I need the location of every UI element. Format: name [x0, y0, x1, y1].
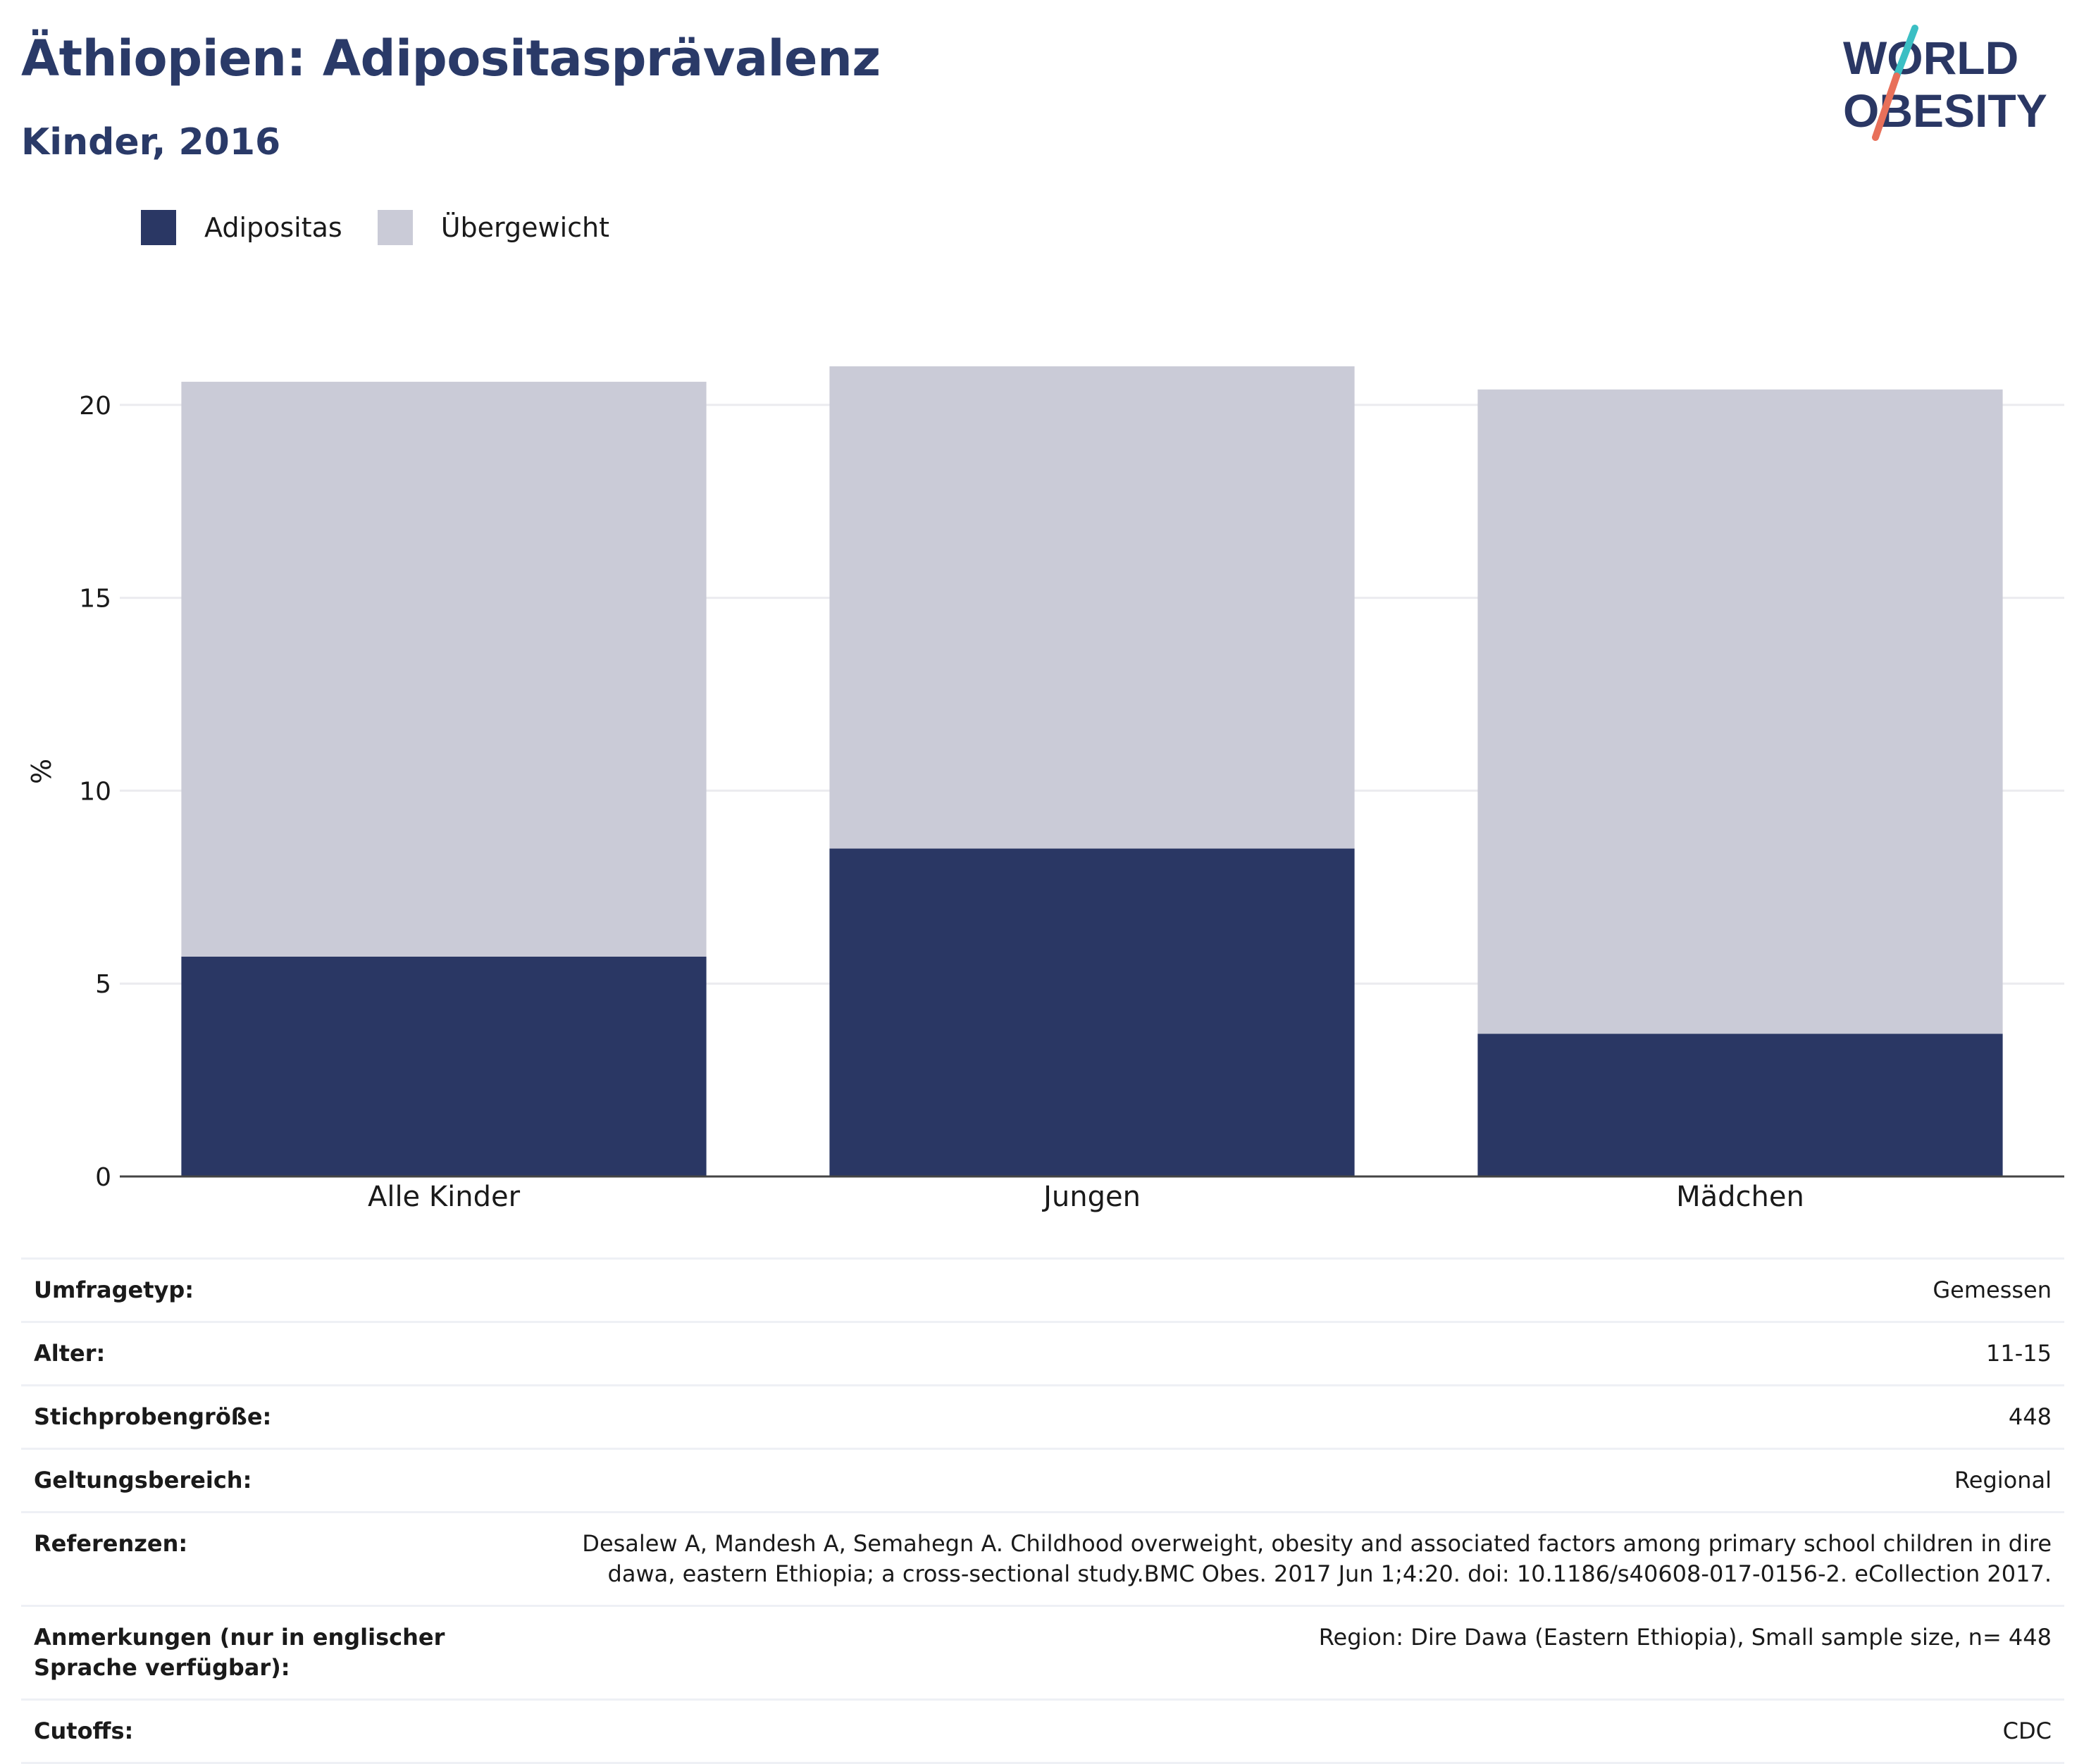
logo-line2: OBESITY	[1843, 85, 2047, 137]
y-tick-label: 10	[79, 777, 111, 806]
page-subtitle: Kinder, 2016	[21, 121, 281, 163]
legend-item-adipositas[interactable]: Adipositas	[141, 210, 342, 245]
bar-adipositas-1	[829, 848, 1355, 1176]
bar-adipositas-2	[1477, 1033, 2003, 1176]
info-value: Regional	[526, 1448, 2064, 1513]
info-key: Alter:	[21, 1321, 526, 1386]
y-tick-label: 20	[79, 392, 111, 421]
info-row-cutoffs: Cutoffs: CDC	[21, 1698, 2064, 1764]
y-tick-label: 5	[95, 970, 111, 999]
info-value: CDC	[526, 1698, 2064, 1764]
x-tick-label: Jungen	[1041, 1181, 1141, 1213]
info-value: 11-15	[526, 1321, 2064, 1386]
stacked-bar-chart: 0 5 10 15 20% Alle Kinder Jungen Mädchen	[26, 366, 2064, 1213]
page-title: Äthiopien: Adipositasprävalenz	[21, 30, 881, 87]
chart-legend: Adipositas Übergewicht	[141, 208, 645, 247]
info-value: 448	[526, 1384, 2064, 1450]
x-tick-label: Mädchen	[1676, 1181, 1804, 1213]
survey-info-table: Umfragetyp: Gemessen Alter: 11-15 Stichp…	[21, 1257, 2064, 1764]
y-tick-label: 15	[79, 585, 111, 614]
info-row-anmerkungen: Anmerkungen (nur in englischer Sprache v…	[21, 1605, 2064, 1701]
info-key: Umfragetyp:	[21, 1257, 526, 1323]
logo-slash-bottom	[1872, 73, 1900, 141]
logo-slash-top	[1893, 25, 1918, 80]
info-key: Geltungsbereich:	[21, 1448, 526, 1513]
x-tick-label: Alle Kinder	[368, 1181, 521, 1213]
info-value: Desalew A, Mandesh A, Semahegn A. Childh…	[526, 1511, 2064, 1607]
legend-label-adipositas: Adipositas	[204, 212, 342, 243]
legend-label-uebergewicht: Übergewicht	[440, 212, 609, 243]
info-key: Anmerkungen (nur in englischer Sprache v…	[21, 1605, 526, 1701]
bar-adipositas-0	[181, 956, 707, 1176]
info-row-referenzen: Referenzen: Desalew A, Mandesh A, Semahe…	[21, 1511, 2064, 1607]
legend-item-uebergewicht[interactable]: Übergewicht	[377, 210, 609, 245]
info-row-geltungsbereich: Geltungsbereich: Regional	[21, 1448, 2064, 1513]
bar--bergewicht-0	[181, 381, 707, 957]
world-obesity-logo: WORLD OBESITY	[1843, 25, 2047, 141]
y-tick-label: 0	[95, 1163, 111, 1192]
info-key: Referenzen:	[21, 1511, 526, 1607]
info-value: Region: Dire Dawa (Eastern Ethiopia), Sm…	[526, 1605, 2064, 1701]
info-row-alter: Alter: 11-15	[21, 1321, 2064, 1386]
bar--bergewicht-1	[829, 366, 1355, 849]
legend-swatch-uebergewicht	[377, 210, 413, 245]
info-key: Stichprobengröße:	[21, 1384, 526, 1450]
logo-line1: WORLD	[1843, 32, 2018, 84]
legend-swatch-adipositas	[141, 210, 176, 245]
y-axis-label: %	[26, 759, 57, 784]
info-row-umfragetyp: Umfragetyp: Gemessen	[21, 1257, 2064, 1323]
info-row-stichprobengroesse: Stichprobengröße: 448	[21, 1384, 2064, 1450]
info-key: Cutoffs:	[21, 1698, 526, 1764]
info-value: Gemessen	[526, 1257, 2064, 1323]
bar--bergewicht-2	[1477, 389, 2003, 1034]
